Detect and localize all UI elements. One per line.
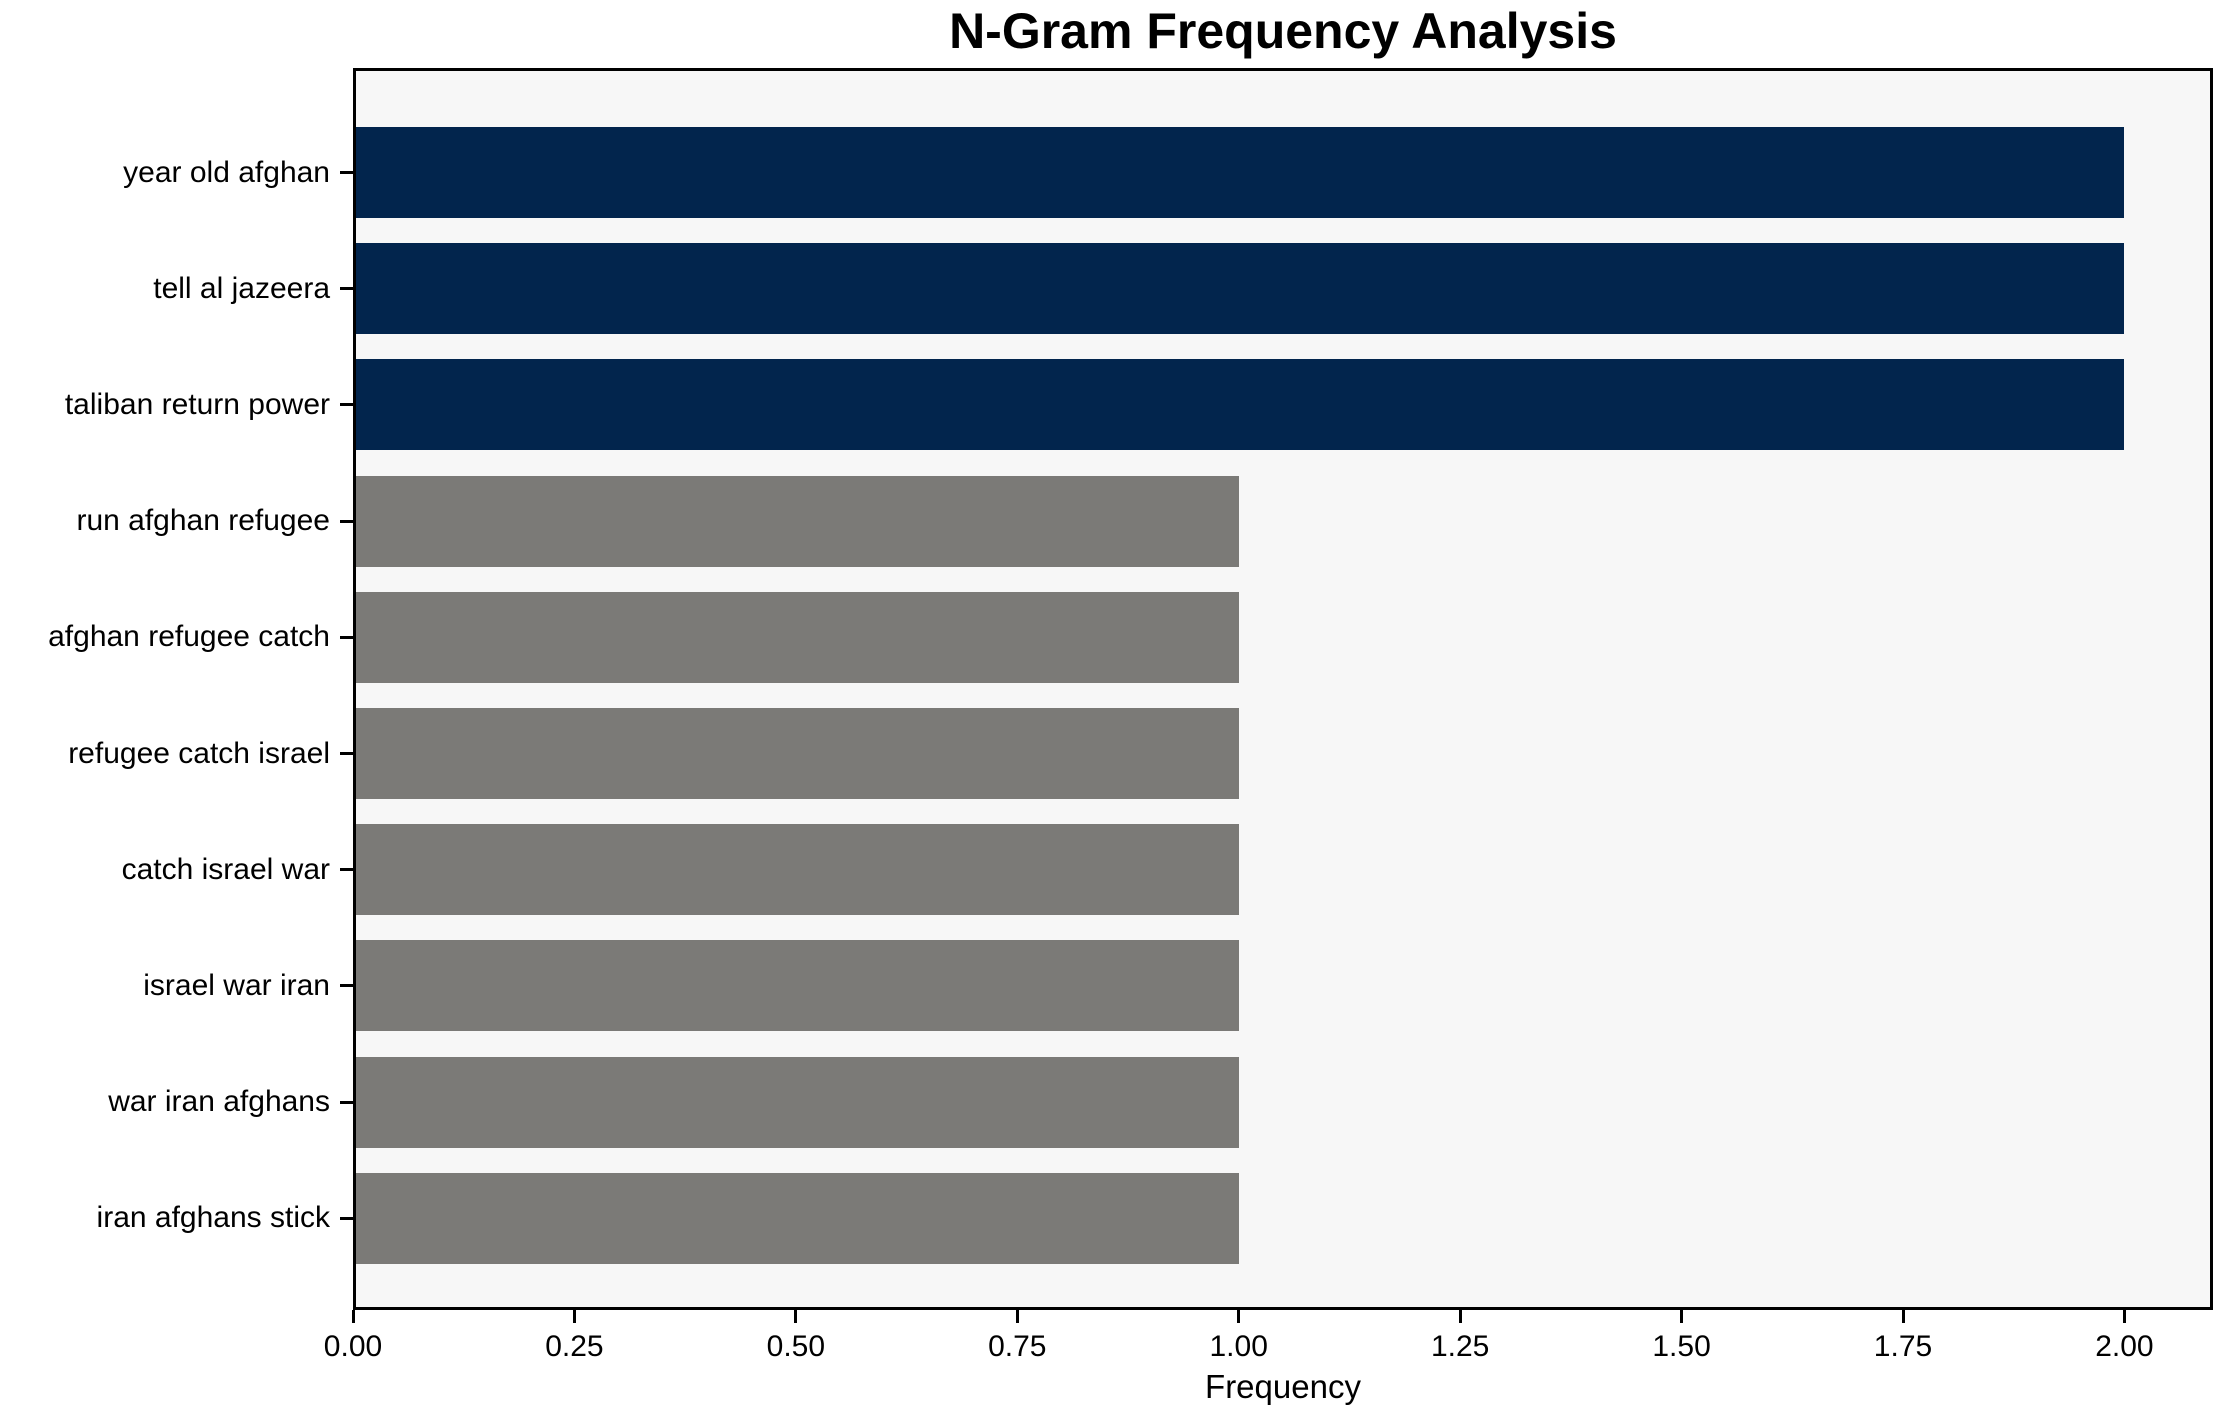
bar-tell-al-jazeera	[356, 243, 2125, 335]
x-tick-label: 0.25	[545, 1330, 604, 1363]
y-tick-mark	[340, 519, 353, 523]
bar-israel-war-iran	[356, 940, 1239, 1032]
y-tick-mark	[340, 868, 353, 872]
bar-war-iran-afghans	[356, 1056, 1239, 1148]
x-axis-title: Frequency	[1205, 1368, 1361, 1405]
x-tick-label: 1.25	[1430, 1330, 1490, 1363]
y-tick-label: iran afghans stick	[96, 1201, 330, 1235]
x-tick-mark	[794, 1310, 798, 1323]
bar-refugee-catch-israel	[356, 708, 1239, 799]
x-tick-mark	[1237, 1310, 1241, 1323]
chart-title: N-Gram Frequency Analysis	[949, 3, 1617, 59]
y-tick-mark	[340, 171, 353, 174]
x-tick-mark	[572, 1310, 576, 1323]
x-tick-label: 0.75	[988, 1330, 1047, 1363]
x-tick-mark	[1458, 1310, 1462, 1323]
bar-afghan-refugee-catch	[356, 591, 1239, 683]
y-tick-mark	[340, 1100, 353, 1104]
y-tick-label: run afghan refugee	[76, 504, 330, 538]
x-tick-mark	[1015, 1310, 1019, 1323]
x-tick-mark	[351, 1310, 355, 1323]
y-tick-label: tell al jazeera	[153, 271, 330, 305]
y-tick-mark	[340, 287, 353, 291]
bar-iran-afghans-stick	[356, 1172, 1239, 1264]
x-tick-label: 1.50	[1652, 1330, 1711, 1363]
y-tick-mark	[340, 984, 353, 988]
bar-run-afghan-refugee	[356, 475, 1239, 567]
x-tick-mark	[1901, 1310, 1905, 1323]
x-tick-label: 2.00	[2095, 1330, 2154, 1363]
x-tick-label: 0.00	[323, 1330, 383, 1363]
y-tick-mark	[340, 635, 353, 639]
bar-year-old-afghan	[356, 127, 2125, 218]
y-tick-label: catch israel war	[121, 852, 330, 886]
y-tick-label: year old afghan	[123, 155, 330, 189]
bar-catch-israel-war	[356, 824, 1239, 916]
bar-taliban-return-power	[356, 359, 2125, 451]
y-tick-label: war iran afghans	[108, 1085, 330, 1119]
y-tick-label: afghan refugee catch	[48, 620, 330, 654]
x-tick-label: 1.75	[1873, 1330, 1933, 1363]
x-tick-mark	[1680, 1310, 1684, 1323]
y-tick-label: taliban return power	[64, 387, 330, 421]
y-tick-mark	[340, 752, 353, 755]
y-tick-mark	[340, 1216, 353, 1220]
y-tick-label: israel war iran	[143, 968, 330, 1002]
x-tick-mark	[2122, 1310, 2126, 1323]
x-tick-label: 1.00	[1209, 1330, 1268, 1363]
y-tick-label: refugee catch israel	[68, 736, 330, 770]
x-tick-label: 0.50	[766, 1330, 826, 1363]
y-tick-mark	[340, 403, 353, 407]
